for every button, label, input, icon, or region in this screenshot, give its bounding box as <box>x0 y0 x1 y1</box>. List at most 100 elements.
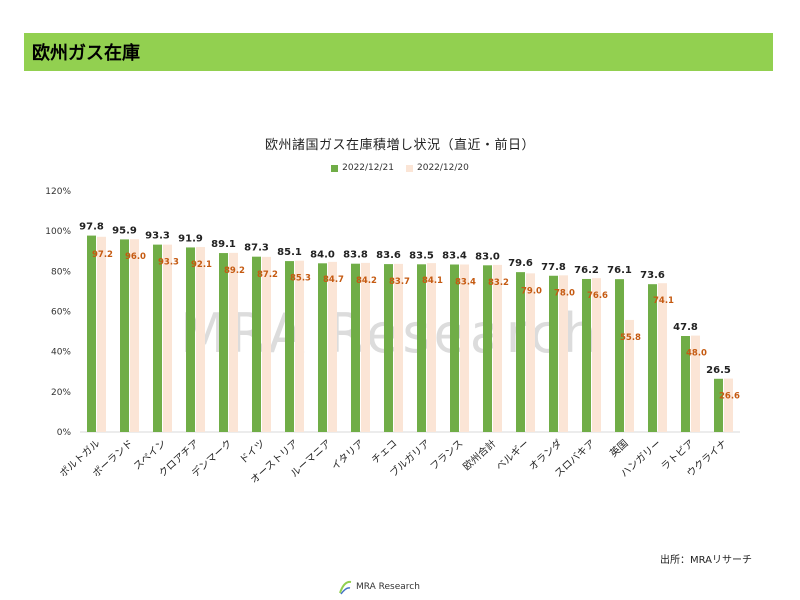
data-label-series-2: 83.7 <box>389 277 410 287</box>
bar-series-2 <box>361 262 370 432</box>
x-tick-label: イタリア <box>329 437 366 472</box>
data-label-series-2: 26.6 <box>719 392 740 402</box>
chart-bars <box>87 235 733 432</box>
y-tick-label: 80% <box>51 267 71 277</box>
footer-logo: MRA Research <box>338 579 420 595</box>
data-label-series-1: 83.4 <box>442 251 467 262</box>
data-label-series-1: 93.3 <box>145 231 170 242</box>
y-tick-label: 120% <box>45 187 71 197</box>
chart-title: 欧州諸国ガス在庫積増し状況（直近・前日） <box>264 138 535 153</box>
data-label-series-1: 76.1 <box>607 265 632 276</box>
x-tick-label: 英国 <box>607 437 631 460</box>
data-label-series-2: 83.2 <box>488 278 509 288</box>
data-label-series-2: 84.2 <box>356 276 377 286</box>
bar-series-1 <box>285 261 294 432</box>
bar-series-1 <box>252 256 261 432</box>
data-label-series-2: 92.1 <box>191 260 212 270</box>
bar-series-2 <box>592 278 601 432</box>
bar-series-1 <box>549 275 558 432</box>
bar-series-1 <box>318 263 327 432</box>
data-label-series-1: 83.6 <box>376 250 401 261</box>
data-label-series-1: 83.0 <box>475 251 500 262</box>
source-note: 出所：MRAリサーチ <box>659 555 752 566</box>
data-label-series-1: 47.8 <box>673 322 698 333</box>
y-tick-label: 0% <box>57 428 72 438</box>
bar-series-1 <box>219 253 228 432</box>
bar-series-2 <box>262 256 271 432</box>
bar-series-2 <box>460 264 469 432</box>
data-label-series-1: 84.0 <box>310 249 335 260</box>
data-label-series-2: 78.0 <box>554 288 575 298</box>
bar-series-2 <box>559 275 568 432</box>
bar-series-1 <box>582 278 591 432</box>
data-label-series-1: 77.8 <box>541 262 566 273</box>
bar-series-2 <box>724 378 733 432</box>
data-label-series-1: 89.1 <box>211 239 236 250</box>
x-tick-label: 欧州合計 <box>460 437 498 473</box>
data-label-series-2: 48.0 <box>686 349 707 359</box>
data-label-series-1: 76.2 <box>574 265 599 276</box>
legend-item-series-2: 2022/12/20 <box>406 163 469 173</box>
data-label-series-1: 95.9 <box>112 225 137 236</box>
bar-series-1 <box>120 239 129 432</box>
data-label-series-1: 91.9 <box>178 233 203 244</box>
bar-series-2 <box>97 236 106 432</box>
bar-series-2 <box>163 244 172 432</box>
y-axis: 0% 20% 40% 60% 80% 100% 120% <box>45 187 71 438</box>
bar-series-2 <box>229 252 238 432</box>
y-tick-label: 60% <box>51 308 71 318</box>
data-label-series-1: 87.3 <box>244 243 269 254</box>
data-label-series-1: 83.5 <box>409 250 434 261</box>
bar-series-1 <box>153 244 162 432</box>
data-label-series-2: 83.4 <box>455 278 476 288</box>
header-bar: 欧州ガス在庫 <box>24 33 773 71</box>
data-label-series-1: 26.5 <box>706 365 731 376</box>
bar-series-1 <box>87 235 96 432</box>
data-label-series-2: 55.8 <box>620 333 641 343</box>
bar-series-1 <box>516 272 525 432</box>
data-label-series-2: 97.2 <box>92 250 113 260</box>
legend-swatch-series-1 <box>331 164 339 172</box>
data-label-series-1: 83.8 <box>343 250 368 261</box>
bar-series-1 <box>450 264 459 432</box>
bar-series-2 <box>493 264 502 432</box>
bar-series-1 <box>351 263 360 432</box>
bar-series-2 <box>625 319 634 432</box>
data-label-series-1: 85.1 <box>277 247 302 258</box>
bar-series-2 <box>295 260 304 432</box>
bar-series-1 <box>714 378 723 432</box>
bar-series-2 <box>691 335 700 432</box>
bar-series-1 <box>681 336 690 432</box>
data-label-series-2: 89.2 <box>224 266 245 276</box>
legend-swatch-series-2 <box>406 164 413 172</box>
y-tick-label: 40% <box>51 348 71 358</box>
logo-icon <box>339 580 352 595</box>
legend-label-series-2: 2022/12/20 <box>417 163 469 173</box>
data-label-series-2: 79.0 <box>521 286 542 296</box>
data-label-series-1: 79.6 <box>508 258 533 269</box>
page-title: 欧州ガス在庫 <box>32 43 140 64</box>
data-label-series-1: 73.6 <box>640 270 665 281</box>
bar-series-1 <box>186 247 195 432</box>
data-label-series-2: 84.7 <box>323 275 344 285</box>
x-tick-label: ドイツ <box>238 438 268 466</box>
data-label-series-2: 96.0 <box>125 252 146 262</box>
chart-legend: 2022/12/21 2022/12/20 <box>0 163 800 173</box>
bar-series-2 <box>394 263 403 432</box>
bar-series-1 <box>615 279 624 432</box>
legend-item-series-1: 2022/12/21 <box>331 163 394 173</box>
bar-series-2 <box>658 283 667 432</box>
bar-series-2 <box>328 261 337 432</box>
data-label-series-2: 76.6 <box>587 291 608 301</box>
y-tick-label: 20% <box>51 388 71 398</box>
x-tick-label: ベルギー <box>494 437 532 473</box>
data-label-series-2: 84.1 <box>422 276 443 286</box>
bar-series-2 <box>196 247 205 432</box>
data-label-series-2: 93.3 <box>158 258 179 268</box>
bar-series-1 <box>384 264 393 432</box>
data-label-series-2: 74.1 <box>653 296 674 306</box>
y-tick-label: 100% <box>45 227 71 237</box>
bar-series-2 <box>526 273 535 432</box>
